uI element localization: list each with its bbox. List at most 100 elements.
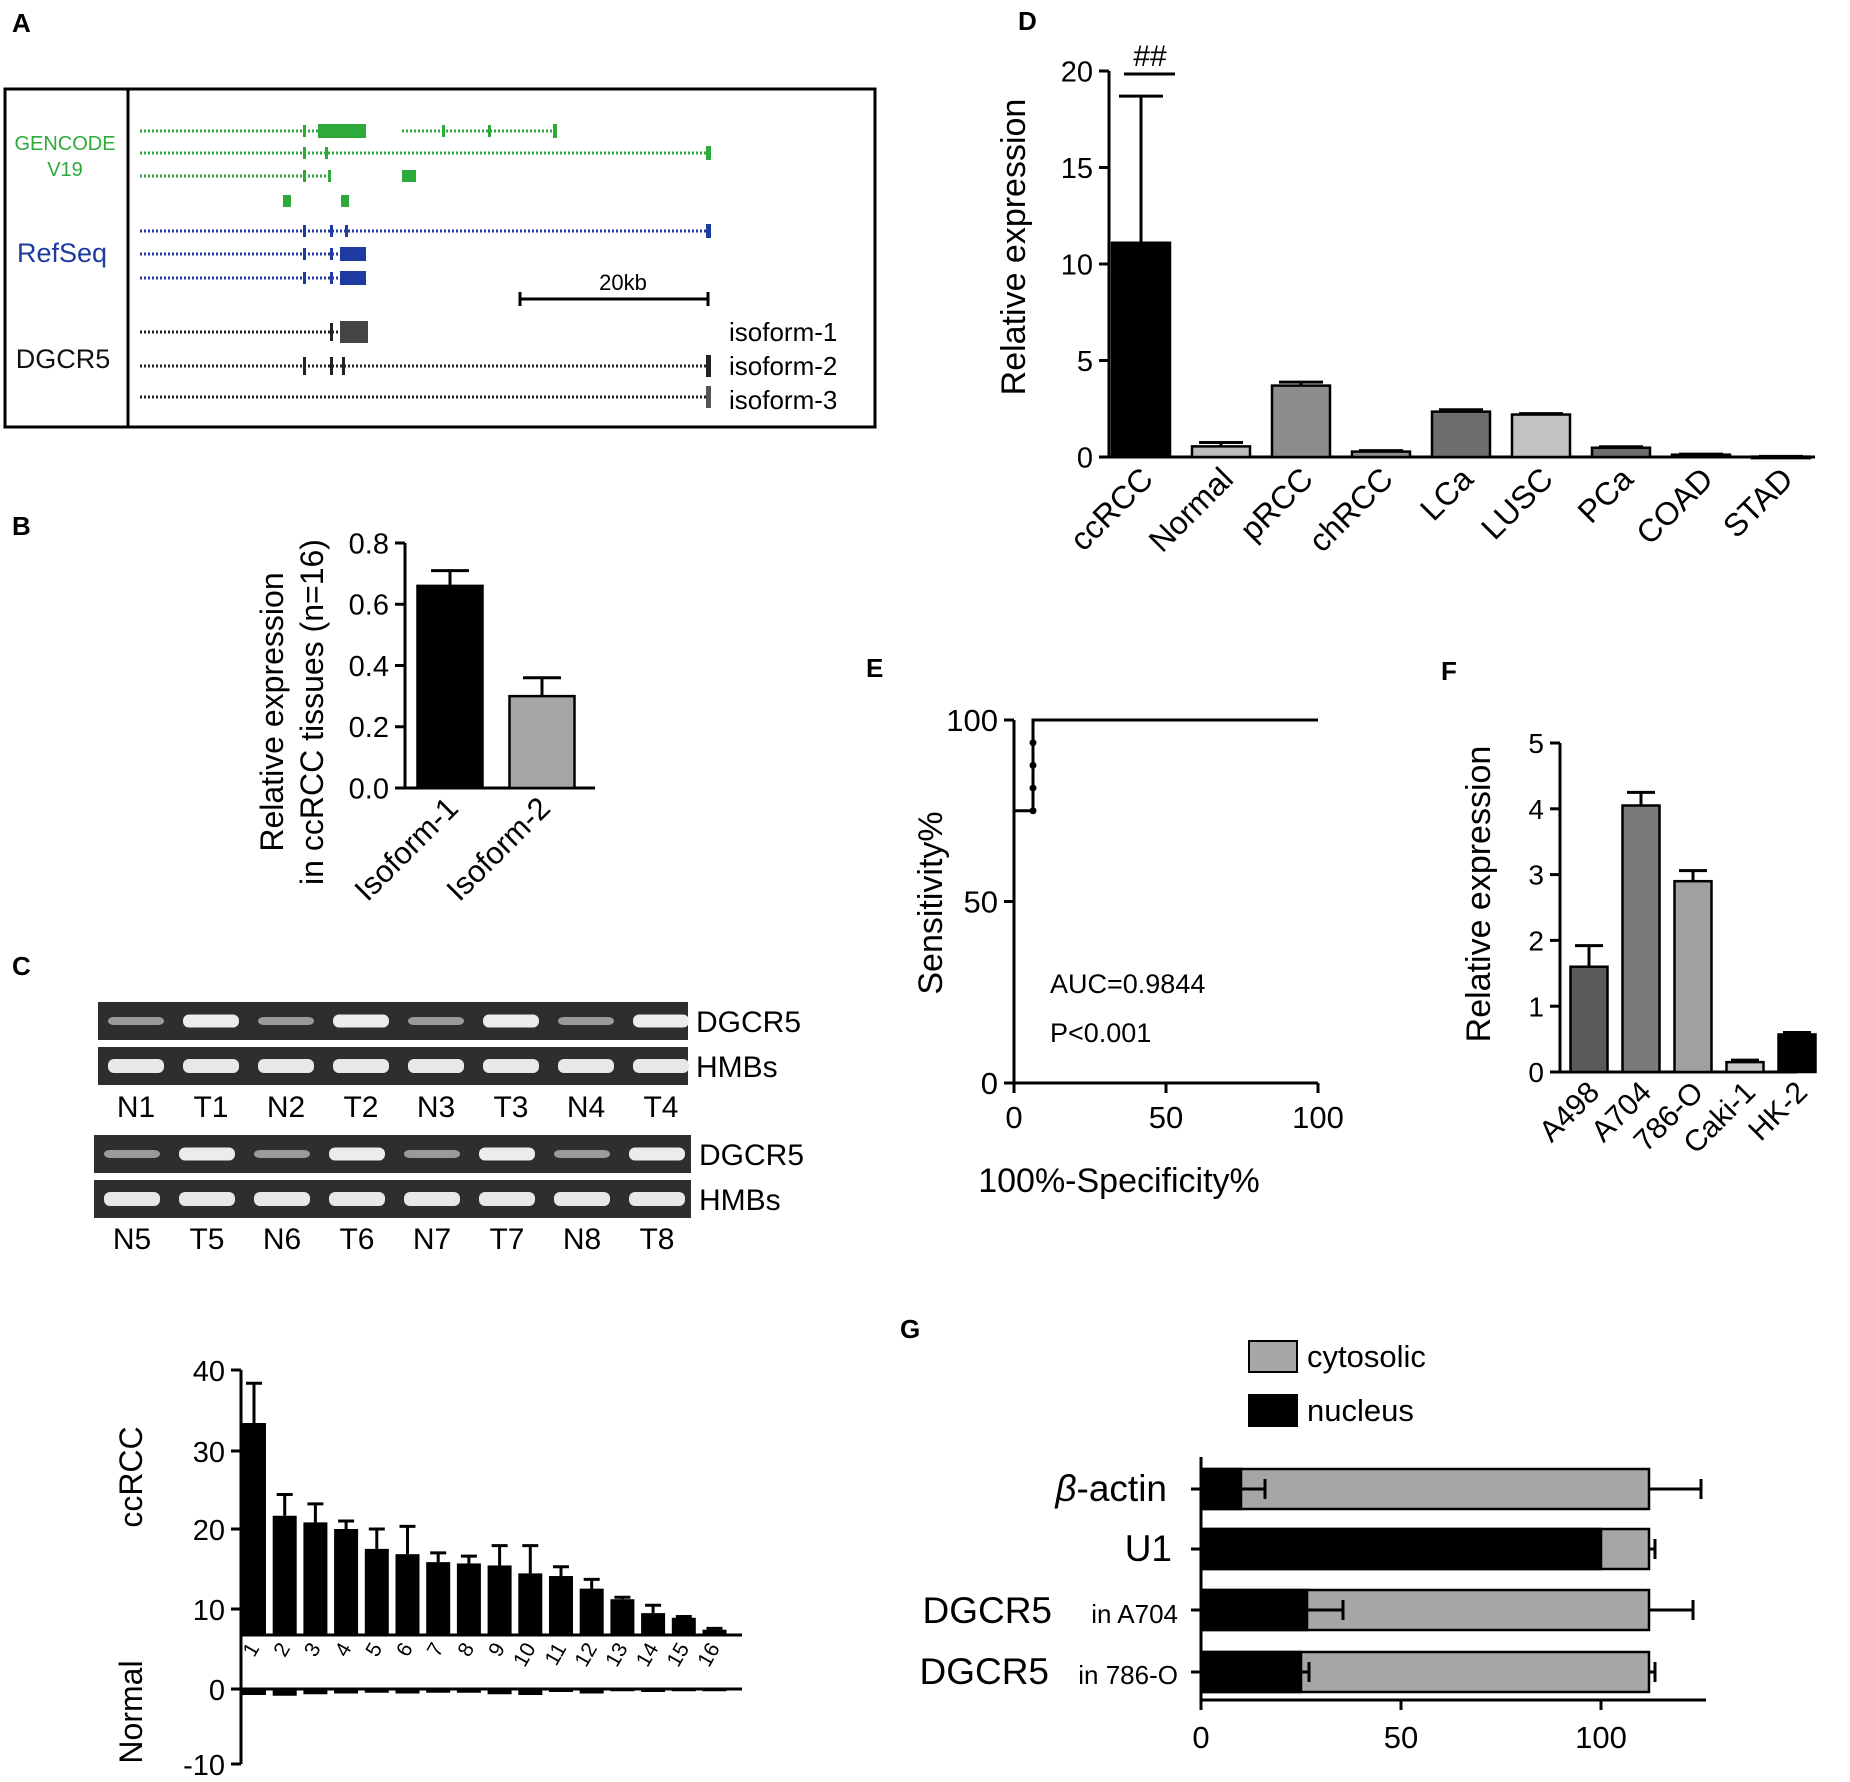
gel-band (633, 1059, 689, 1073)
refseq-track-label: RefSeq (17, 238, 107, 268)
bar (242, 1423, 266, 1635)
panel-f-ylabel: Relative expression (1460, 746, 1498, 1043)
y-tick-label: 30 (193, 1437, 225, 1469)
normal-bar (456, 1689, 481, 1693)
gel-sample-label: T4 (643, 1091, 678, 1124)
normal-bar (364, 1689, 389, 1693)
gel-sample-label: T8 (639, 1223, 674, 1256)
bar (1621, 804, 1661, 1074)
legend-swatch-cytosolic (1248, 1340, 1298, 1373)
x-tick-label: 5 (361, 1639, 387, 1661)
y-tick-label: 15 (1061, 153, 1093, 185)
bar (303, 1522, 328, 1635)
bar (1190, 445, 1252, 459)
g-label-beta-symbol: β (1054, 1468, 1076, 1509)
gel-band (104, 1192, 160, 1206)
gel-sample-label: T3 (493, 1091, 528, 1124)
gel-band (183, 1014, 239, 1028)
x-tick-label: 15 (663, 1639, 695, 1671)
panel-label-g: G (900, 1314, 920, 1344)
nucleus-bar-segment (1199, 1467, 1243, 1511)
bar (1725, 1060, 1765, 1074)
gel-sample-label: T1 (193, 1091, 228, 1124)
refseq-exon (330, 248, 333, 260)
gencode-exon (553, 124, 557, 138)
refseq-exon (303, 248, 306, 260)
gel-band (108, 1059, 164, 1073)
gencode-exon (325, 147, 328, 159)
y-tick-label: 5 (1077, 346, 1093, 378)
gel-band (329, 1192, 385, 1206)
bar (272, 1515, 297, 1635)
bar (426, 1562, 451, 1635)
gel-sample-label: N8 (563, 1223, 601, 1256)
y-tick-label: 0.8 (349, 528, 389, 560)
gencode-version-label: V19 (47, 159, 83, 181)
x-tick-label: 10 (509, 1639, 541, 1671)
bar (1510, 413, 1572, 459)
y-tick-label: 40 (193, 1356, 225, 1388)
gel-gene-label: DGCR5 (696, 1006, 801, 1039)
y-tick-label: 50 (964, 885, 998, 920)
isoform-3-label: isoform-3 (729, 385, 837, 415)
gel-band (479, 1192, 535, 1206)
gencode-exon (283, 195, 291, 207)
nucleus-bar-segment (1199, 1588, 1309, 1632)
x-tick-label: 7 (423, 1639, 449, 1661)
isoform-exon (706, 386, 711, 408)
x-tick-label: 14 (632, 1639, 664, 1671)
gel-sample-label: N6 (263, 1223, 301, 1256)
gel-sample-label: T7 (489, 1223, 524, 1256)
g-label-beta-actin-text: -actin (1077, 1468, 1167, 1509)
gencode-exon (303, 170, 306, 182)
y-tick-label: 100 (946, 703, 998, 738)
y-tick-label: 0 (209, 1675, 225, 1707)
x-tick-label: LUSC (1474, 460, 1560, 546)
x-tick-label: 16 (693, 1639, 725, 1671)
cytosolic-bar-segment (1199, 1467, 1651, 1511)
gencode-exon (328, 170, 331, 182)
bar (518, 1573, 543, 1635)
y-tick-label: 4 (1528, 794, 1544, 825)
scale-bar-label: 20kb (599, 270, 647, 295)
gel-band (558, 1059, 614, 1073)
gene-tracks (140, 124, 711, 408)
gel-images: DGCR5 HMBs DGCR5 HMBs N1 T1 N2 T2 N3 T3 N4 T4 N5 T5 N6… (94, 1002, 804, 1256)
legend-swatch-nucleus (1248, 1394, 1298, 1427)
roc-point (1029, 761, 1037, 769)
g-label-dgcr5-a704: DGCR5 (922, 1590, 1052, 1631)
gel-band (483, 1014, 539, 1028)
gel-band (179, 1192, 235, 1206)
x-tick-label: 50 (1149, 1100, 1183, 1135)
gel-band (104, 1150, 160, 1158)
bar (1670, 453, 1732, 459)
bar (702, 1629, 727, 1635)
bar (395, 1554, 420, 1635)
normal-bar (579, 1689, 604, 1694)
gencode-track-label: GENCODE (14, 133, 115, 155)
gel-band (179, 1147, 235, 1161)
gel-band (183, 1059, 239, 1073)
bar (1350, 450, 1412, 459)
y-tick-label: 0.2 (349, 712, 389, 744)
g-label-u1: U1 (1125, 1528, 1172, 1569)
y-tick-label: 20 (1061, 56, 1093, 88)
auc-annotation: AUC=0.9844 (1050, 969, 1205, 999)
bar (334, 1529, 359, 1635)
gel-band (254, 1150, 310, 1158)
isoform-1-label: isoform-1 (729, 317, 837, 347)
x-tick-label: 8 (453, 1639, 479, 1661)
refseq-exon (330, 225, 333, 237)
p-value-annotation: P<0.001 (1050, 1018, 1151, 1048)
gel-band (629, 1147, 685, 1161)
isoform-exon (330, 357, 333, 375)
g-sublabel-a704: in A704 (1091, 1599, 1178, 1629)
isoform-exon (340, 321, 368, 343)
refseq-exon (345, 225, 348, 237)
bar (1673, 879, 1713, 1074)
normal-bar (272, 1689, 297, 1696)
gel-band (108, 1017, 164, 1025)
panel-e-ylabel: Sensitivity% (912, 811, 950, 994)
x-tick-label: 4 (331, 1639, 357, 1661)
